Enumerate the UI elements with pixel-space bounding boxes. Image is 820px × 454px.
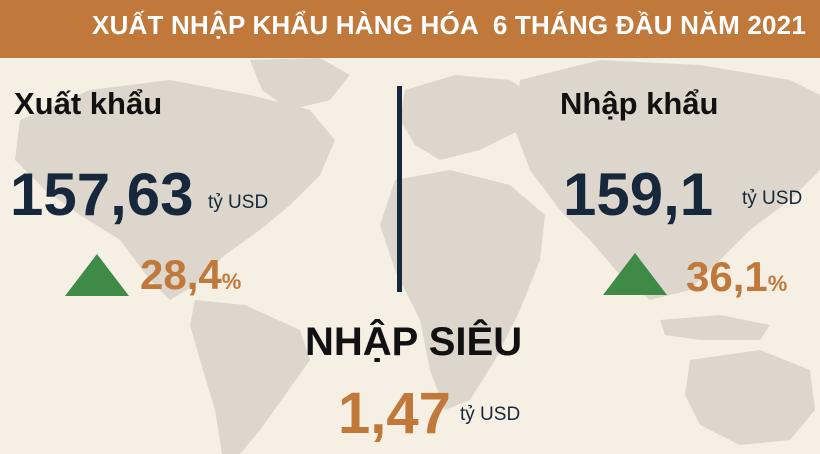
surplus-unit: tỷ USD (460, 404, 521, 425)
import-value: 159,1 (563, 161, 714, 228)
export-growth: 28,4% (140, 254, 241, 296)
north-america-shape (15, 80, 335, 300)
center-divider (397, 86, 402, 292)
page-title: XUẤT NHẬP KHẨU HÀNG HÓA 6 THÁNG ĐẦU NĂM … (92, 10, 806, 40)
import-growth: 36,1% (686, 256, 787, 298)
import-unit: tỷ USD (742, 188, 803, 209)
asia-shape (515, 60, 820, 300)
export-value: 157,63 (10, 161, 194, 228)
surplus-value: 1,47 (338, 381, 451, 446)
export-growth-up-arrow-icon (65, 254, 129, 296)
import-growth-percent-sign: % (767, 271, 788, 296)
import-growth-up-arrow-icon (603, 253, 667, 295)
export-growth-value: 28,4 (140, 251, 222, 298)
south-america-shape (190, 300, 310, 454)
greenland-shape (250, 58, 350, 110)
header-bar: XUẤT NHẬP KHẨU HÀNG HÓA 6 THÁNG ĐẦU NĂM … (0, 0, 820, 58)
import-growth-value: 36,1 (686, 253, 768, 300)
australia-shape (685, 350, 815, 445)
export-growth-percent-sign: % (221, 269, 242, 294)
africa-shape (380, 170, 545, 410)
europe-shape (400, 75, 540, 160)
indonesia-shape (660, 315, 770, 340)
import-label: Nhập khẩu (560, 86, 719, 121)
export-label: Xuất khẩu (14, 86, 163, 121)
export-unit: tỷ USD (208, 192, 269, 213)
surplus-label: NHẬP SIÊU (305, 320, 523, 364)
